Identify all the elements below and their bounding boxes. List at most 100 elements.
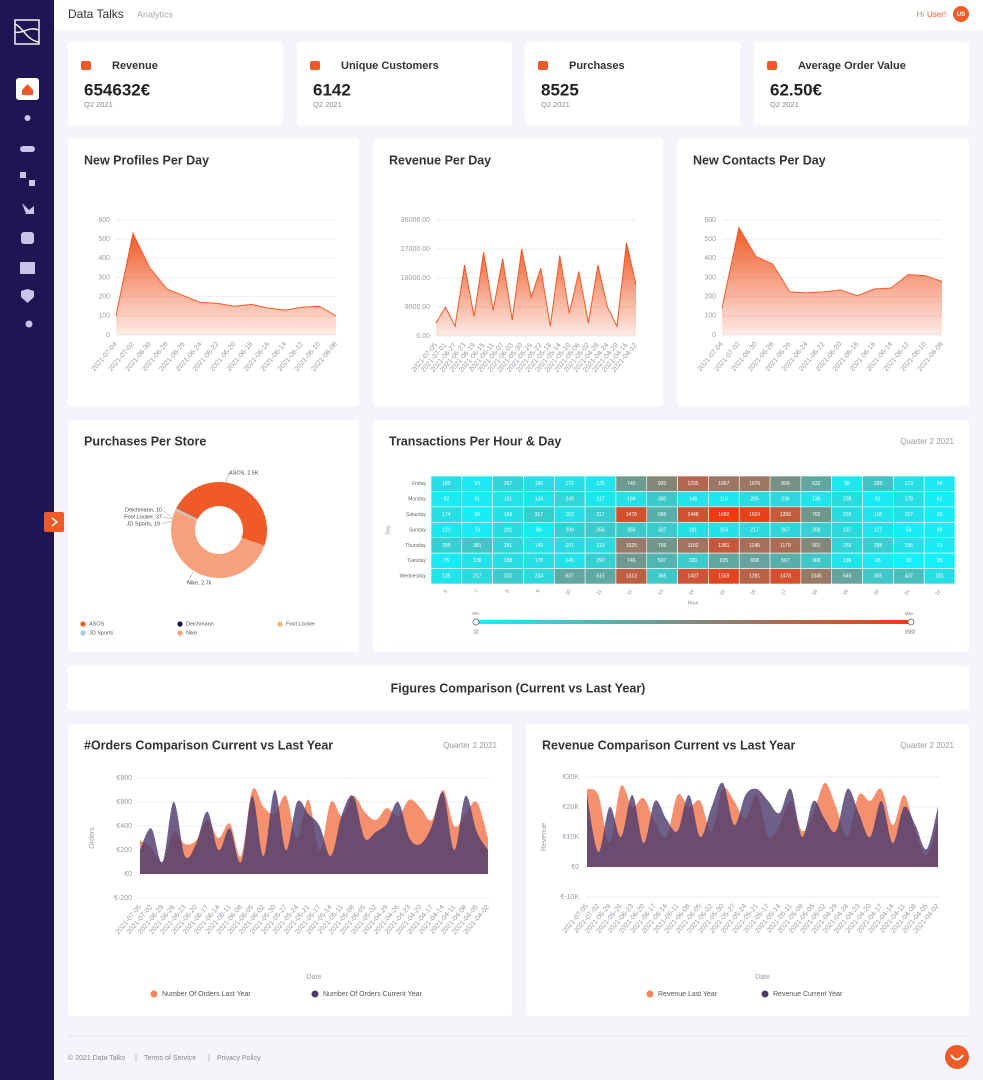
footer-link[interactable]: Terms of Service [144, 1055, 196, 1062]
y-tick-label: €30K [563, 774, 580, 781]
nav-settings[interactable] [25, 320, 33, 328]
cell-value: 299 [566, 527, 575, 533]
nav-home-icon [22, 84, 33, 95]
cell-value: 32 [906, 558, 912, 564]
cell-value: 136 [812, 496, 821, 502]
cell-value: 136 [473, 558, 482, 564]
kpi-icon [767, 61, 777, 70]
cell-value: 368 [812, 558, 821, 564]
legend-label: Number Of Orders Current Year [323, 991, 422, 998]
cell-value: 658 [750, 558, 759, 564]
scale-min-value: 32 [473, 629, 479, 635]
sidebar-toggle[interactable] [44, 512, 64, 532]
leader-line [160, 520, 173, 525]
chat-button[interactable] [945, 1045, 969, 1069]
cell-value: 186 [535, 481, 544, 487]
legend-marker [761, 990, 769, 998]
nav-inbox[interactable] [20, 262, 35, 274]
row-label: Monday [408, 496, 426, 502]
cell-value: 121 [442, 527, 451, 533]
cell-value: 1102 [688, 543, 699, 549]
cell-value: 234 [535, 574, 544, 580]
cell-value: 178 [905, 496, 914, 502]
cell-value: 1281 [749, 574, 760, 580]
cell-value: 93 [875, 558, 881, 564]
row-label: Saturday [406, 512, 427, 518]
chart-title: Revenue Per Day [389, 153, 491, 167]
legend-marker [646, 990, 654, 998]
chart-card [68, 139, 359, 406]
cell-value: 901 [812, 543, 821, 549]
area [722, 227, 942, 335]
kpi-period: Q2 2021 [313, 100, 342, 109]
nav-flows[interactable] [22, 203, 34, 214]
area [116, 233, 336, 335]
legend-label: Revenue Current Year [773, 991, 843, 998]
cell-value: 565 [658, 512, 667, 518]
cell-value: 188 [504, 558, 513, 564]
cell-value: 181 [689, 527, 698, 533]
donut-slice [176, 482, 267, 546]
kpi-icon [81, 61, 91, 70]
x-tick-label: 18 [811, 588, 819, 596]
legend-marker [177, 630, 183, 636]
y-tick-label: 18000.00 [401, 275, 430, 282]
chart-title: Revenue Comparison Current vs Last Year [542, 738, 795, 752]
user-name[interactable]: User! [927, 10, 946, 19]
nav-security[interactable] [21, 289, 34, 303]
legend-label: Nike [186, 630, 197, 636]
cell-value: 118 [874, 512, 882, 518]
y-tick-label: €200 [116, 847, 132, 854]
cell-value: 615 [596, 574, 605, 580]
legend-marker [150, 990, 158, 998]
cell-value: 163 [566, 512, 575, 518]
legend-label: Foot Locker [286, 621, 315, 627]
cell-value: 350 [658, 496, 667, 502]
x-tick-label: 16 [750, 588, 758, 596]
x-tick-label: 11 [596, 588, 604, 596]
y-tick-label: €800 [116, 799, 132, 806]
cell-value: 267 [781, 527, 790, 533]
row-label: Sunday [409, 527, 426, 533]
y-tick-label: €20K [563, 804, 580, 811]
chart-subtitle: Quarter 2 2021 [900, 437, 954, 446]
nav-network[interactable] [24, 115, 31, 121]
y-tick-label: 400 [704, 255, 716, 262]
cell-value: 637 [566, 574, 575, 580]
chart-card [68, 420, 359, 652]
line [115, 231, 337, 317]
cell-value: 205 [750, 496, 759, 502]
line [721, 226, 943, 309]
logo [14, 19, 40, 45]
cell-value: 125 [596, 481, 605, 487]
legend-marker [80, 621, 86, 627]
x-tick-label: 22 [934, 588, 942, 596]
cell-value: 298 [874, 543, 883, 549]
cell-value: 135 [442, 574, 451, 580]
nav-data[interactable] [21, 232, 34, 244]
kpi-label: Average Order Value [798, 60, 906, 72]
cell-value: 93 [474, 481, 480, 487]
nav-segments-b [29, 180, 35, 186]
y-axis-title: Revenue [541, 823, 548, 851]
cell-value: 35 [937, 558, 943, 564]
footer-link[interactable]: Privacy Policy [217, 1055, 261, 1062]
legend-label: Number Of Orders Last Year [162, 991, 251, 998]
legend-label: ASOS [89, 621, 105, 627]
cell-value: 1569 [718, 574, 729, 580]
nav-segments[interactable] [20, 172, 26, 178]
x-tick-label: 10 [565, 588, 573, 596]
chat-icon [950, 1054, 964, 1061]
brand: Data Talks [68, 7, 124, 21]
cell-value: 1682 [718, 512, 729, 518]
cell-value: 54 [906, 527, 912, 533]
nav-audience[interactable] [20, 146, 35, 152]
banner [68, 666, 969, 710]
cell-value: 1067 [718, 481, 729, 487]
avatar[interactable] [953, 6, 969, 22]
kpi-card [68, 42, 283, 125]
leader-line [162, 516, 173, 520]
cell-value: 181 [935, 574, 944, 580]
cell-value: 151 [504, 496, 513, 502]
cell-value: 920 [658, 481, 667, 487]
